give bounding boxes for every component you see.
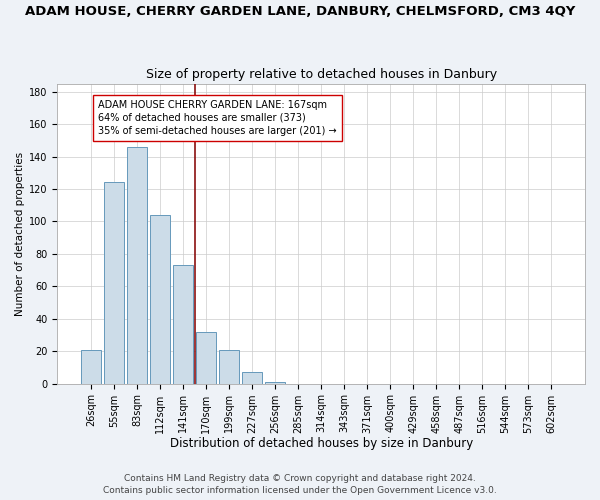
Bar — [173, 265, 193, 384]
Y-axis label: Number of detached properties: Number of detached properties — [15, 152, 25, 316]
Bar — [104, 182, 124, 384]
Title: Size of property relative to detached houses in Danbury: Size of property relative to detached ho… — [146, 68, 497, 81]
X-axis label: Distribution of detached houses by size in Danbury: Distribution of detached houses by size … — [170, 437, 473, 450]
Text: ADAM HOUSE, CHERRY GARDEN LANE, DANBURY, CHELMSFORD, CM3 4QY: ADAM HOUSE, CHERRY GARDEN LANE, DANBURY,… — [25, 5, 575, 18]
Text: Contains HM Land Registry data © Crown copyright and database right 2024.
Contai: Contains HM Land Registry data © Crown c… — [103, 474, 497, 495]
Text: ADAM HOUSE CHERRY GARDEN LANE: 167sqm
64% of detached houses are smaller (373)
3: ADAM HOUSE CHERRY GARDEN LANE: 167sqm 64… — [98, 100, 337, 136]
Bar — [220, 350, 239, 384]
Bar — [82, 350, 101, 384]
Bar — [196, 332, 216, 384]
Bar — [151, 215, 170, 384]
Bar — [242, 372, 262, 384]
Bar — [127, 147, 147, 384]
Bar — [265, 382, 285, 384]
